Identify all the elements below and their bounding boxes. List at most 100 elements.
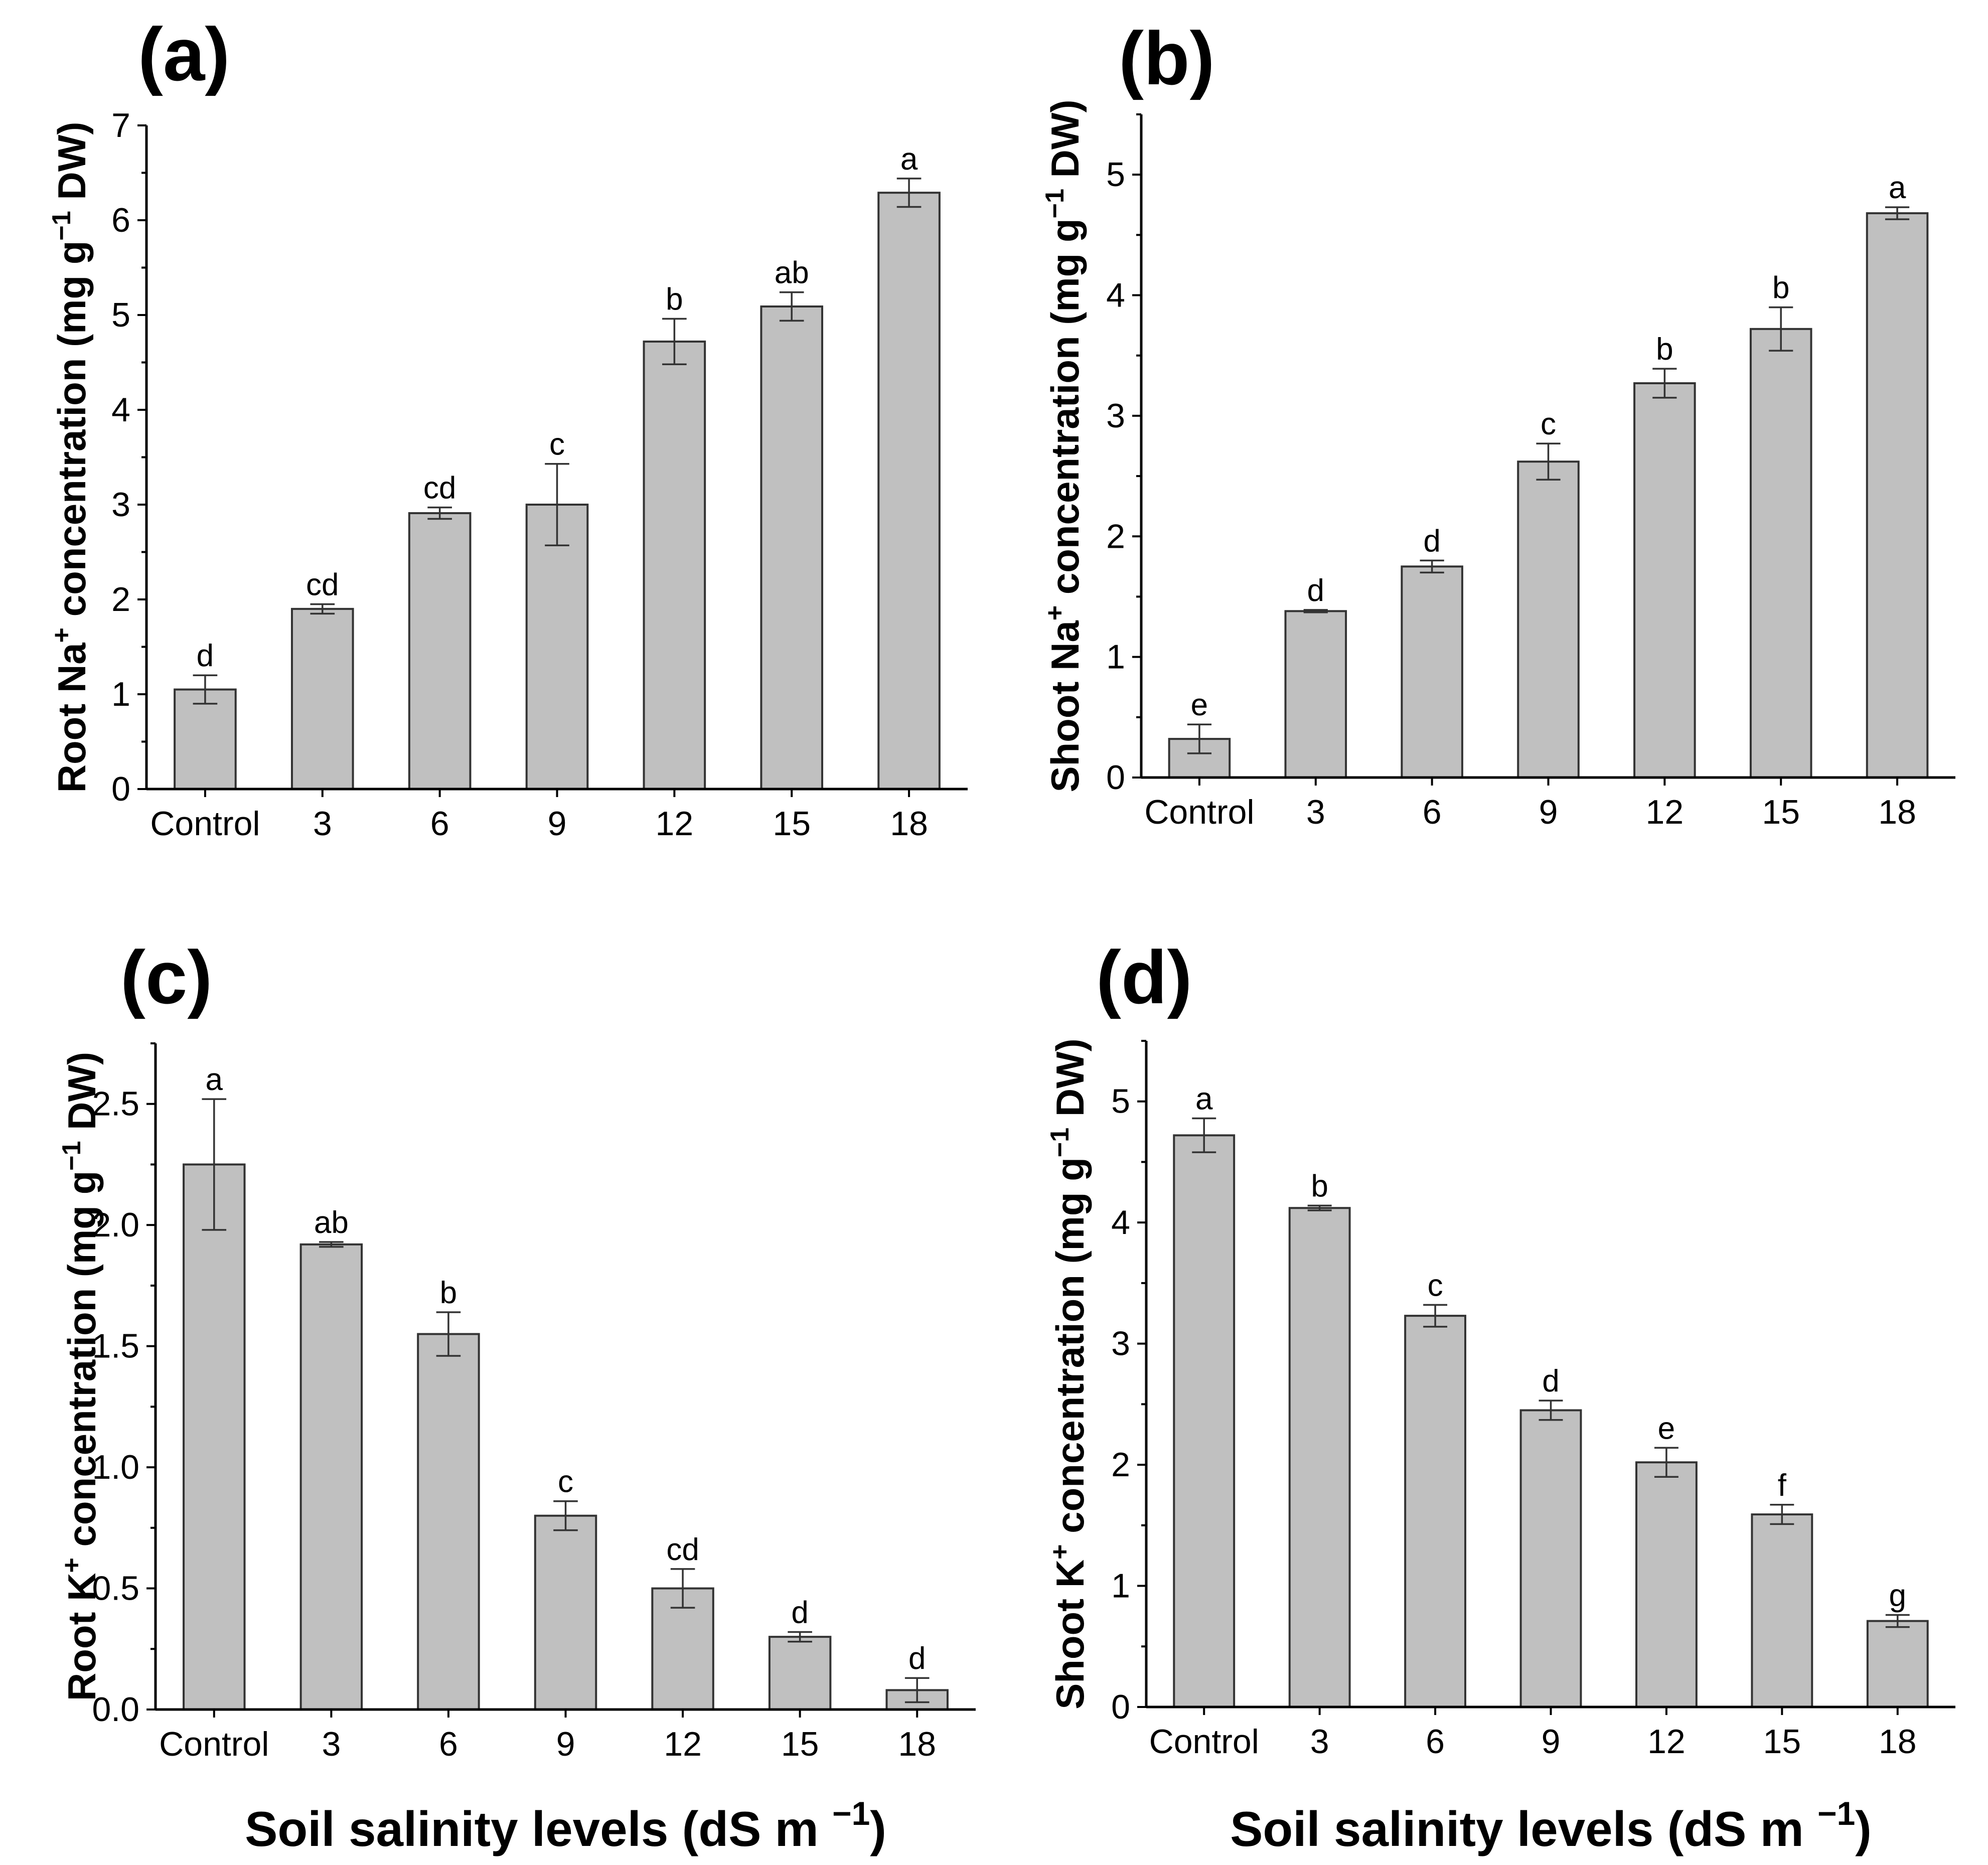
- significance-label: a: [1889, 171, 1906, 205]
- x-tick-label: 9: [1539, 793, 1558, 831]
- error-bar: [662, 318, 687, 366]
- bar-control: [183, 1163, 246, 1711]
- error-bar: [545, 462, 569, 547]
- error-bar: [193, 674, 218, 705]
- x-tick-label: 15: [1762, 793, 1800, 831]
- bar-9: [1517, 460, 1580, 779]
- error-bar: [1885, 1614, 1910, 1628]
- significance-label: d: [1423, 524, 1440, 558]
- error-bar: [1769, 306, 1793, 352]
- bar-18: [877, 192, 941, 791]
- x-axis-label: Soil salinity levels (dS m −1): [1230, 1795, 1872, 1856]
- x-tick-label: 15: [781, 1725, 819, 1763]
- x-tick-label: Control: [150, 805, 260, 843]
- bar-12: [643, 340, 706, 790]
- error-bar: [427, 506, 452, 520]
- y-tick-label: 2.5: [92, 1085, 139, 1123]
- x-axis-label: Soil salinity levels (dS m −1): [245, 1795, 886, 1856]
- significance-label: b: [1656, 332, 1673, 367]
- error-bar: [1885, 206, 1910, 220]
- error-bar: [788, 1631, 812, 1643]
- y-tick-label: 3: [1111, 1325, 1130, 1363]
- x-tick-label: Control: [1144, 793, 1254, 831]
- x-tick-label: 18: [1878, 793, 1916, 831]
- significance-label: cd: [423, 471, 456, 506]
- significance-label: d: [1542, 1364, 1559, 1398]
- bar-3: [1284, 610, 1347, 779]
- bar-3: [299, 1243, 363, 1711]
- panel-label: (c): [120, 935, 212, 1019]
- x-tick-label: 12: [1647, 1723, 1686, 1761]
- x-tick-label: Control: [1149, 1723, 1259, 1761]
- x-tick-label: 15: [773, 805, 811, 843]
- significance-label: d: [908, 1641, 926, 1676]
- x-tick-label: 6: [430, 805, 449, 843]
- panel-label: (a): [138, 12, 230, 96]
- x-tick-label: 6: [1426, 1723, 1445, 1761]
- significance-label: f: [1778, 1468, 1787, 1503]
- bar-15: [760, 305, 824, 790]
- y-tick-label: 5: [1111, 1082, 1130, 1121]
- y-axis-label: Shoot K+ concentration (mg g−1 DW): [1045, 1038, 1092, 1709]
- y-tick-label: 3: [1106, 397, 1125, 435]
- significance-label: a: [1195, 1082, 1213, 1117]
- error-bar: [779, 291, 804, 322]
- y-tick-label: 0: [1111, 1688, 1130, 1726]
- significance-label: b: [1311, 1169, 1328, 1203]
- significance-label: d: [197, 639, 214, 673]
- error-bar: [1652, 368, 1677, 399]
- x-tick-label: 3: [313, 805, 332, 843]
- significance-label: cd: [666, 1532, 699, 1567]
- significance-label: e: [1191, 688, 1208, 722]
- bar-15: [768, 1636, 832, 1711]
- significance-label: c: [1541, 407, 1556, 441]
- x-tick-label: 6: [439, 1725, 458, 1763]
- significance-label: c: [1428, 1268, 1443, 1303]
- y-axis-label: Root K+ concentration (mg g−1 DW): [57, 1052, 104, 1701]
- x-tick-label: 6: [1423, 793, 1442, 831]
- bar-6: [1401, 565, 1463, 779]
- bar-control: [174, 688, 237, 791]
- x-tick-label: 9: [548, 805, 567, 843]
- error-bar: [896, 178, 922, 208]
- bar-12: [1635, 1461, 1698, 1708]
- significance-label: d: [1307, 573, 1324, 608]
- x-tick-label: 12: [664, 1725, 702, 1763]
- bar-control: [1173, 1134, 1236, 1708]
- significance-label: ab: [775, 256, 809, 290]
- x-tick-label: 18: [1879, 1723, 1917, 1761]
- x-tick-label: 18: [890, 805, 928, 843]
- y-tick-label: 5: [1106, 156, 1125, 194]
- y-tick-label: 6: [111, 201, 130, 239]
- significance-label: a: [206, 1062, 223, 1097]
- y-tick-label: 4: [1111, 1203, 1130, 1241]
- y-tick-label: 2: [111, 580, 130, 618]
- error-bar: [670, 1568, 695, 1609]
- significance-label: c: [549, 427, 565, 462]
- significance-label: e: [1658, 1411, 1675, 1446]
- x-tick-label: 18: [898, 1725, 936, 1763]
- bar-9: [1519, 1409, 1582, 1708]
- bar-15: [1751, 1513, 1813, 1708]
- error-bar: [1539, 1400, 1563, 1421]
- panel-label: (b): [1119, 16, 1215, 100]
- x-tick-label: 9: [1542, 1723, 1561, 1761]
- y-tick-label: 1: [111, 675, 130, 713]
- significance-label: ab: [314, 1205, 349, 1240]
- significance-label: g: [1889, 1578, 1906, 1613]
- error-bar: [436, 1311, 461, 1357]
- y-tick-label: 2.0: [92, 1206, 139, 1244]
- error-bar: [1307, 1204, 1332, 1211]
- x-tick-label: 3: [322, 1725, 341, 1763]
- y-tick-label: 3: [111, 486, 130, 524]
- error-bar: [1192, 1117, 1216, 1153]
- y-axis-label: Root Na+ concentration (mg g−1 DW): [47, 122, 94, 793]
- error-bar: [1423, 1304, 1448, 1328]
- x-tick-label: 12: [1646, 793, 1684, 831]
- y-tick-label: 1: [1111, 1567, 1130, 1605]
- significance-label: b: [1772, 271, 1789, 305]
- significance-label: d: [791, 1595, 808, 1630]
